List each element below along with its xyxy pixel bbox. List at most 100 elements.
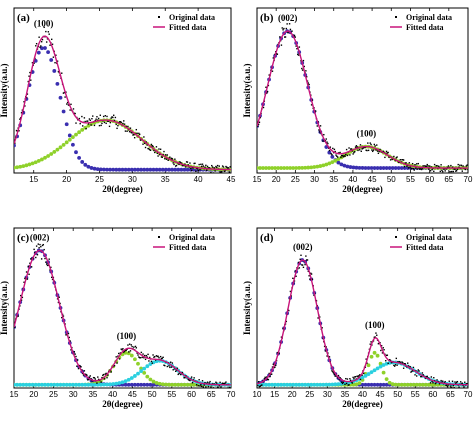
component-3-point bbox=[282, 382, 287, 387]
component-2-point bbox=[414, 382, 419, 387]
original-data-point bbox=[120, 121, 122, 124]
component-1-point bbox=[83, 162, 88, 167]
component-3-point bbox=[285, 382, 290, 387]
original-data-point bbox=[138, 356, 141, 359]
original-data-point bbox=[62, 315, 65, 317]
original-data-point bbox=[339, 151, 341, 154]
original-data-point bbox=[336, 156, 339, 158]
original-data-point bbox=[51, 43, 54, 45]
component-3-point bbox=[126, 377, 131, 382]
original-data-point bbox=[94, 378, 96, 380]
original-data-point bbox=[353, 151, 355, 154]
original-data-point bbox=[139, 139, 142, 141]
original-data-point bbox=[135, 347, 138, 349]
component-2-point bbox=[321, 163, 326, 168]
component-1-point bbox=[167, 167, 171, 172]
component-1-point bbox=[148, 382, 153, 387]
original-data-point bbox=[341, 154, 344, 157]
component-2-point bbox=[417, 382, 422, 387]
original-data-point bbox=[130, 344, 132, 346]
original-data-point bbox=[214, 170, 216, 172]
x-tick-label: 65 bbox=[207, 390, 216, 399]
original-data-point bbox=[269, 375, 271, 378]
component-3-point bbox=[46, 382, 50, 387]
x-axis-title: 2θ(degree) bbox=[342, 184, 383, 194]
x-tick-label: 45 bbox=[227, 175, 236, 184]
component-2-point bbox=[157, 381, 162, 386]
original-data-point bbox=[206, 169, 208, 171]
x-tick-label: 35 bbox=[340, 390, 349, 399]
original-data-point bbox=[257, 123, 260, 126]
original-data-point bbox=[179, 161, 181, 163]
original-data-point bbox=[422, 165, 424, 167]
original-data-point bbox=[77, 367, 80, 370]
component-2-point bbox=[294, 166, 299, 170]
original-data-point bbox=[429, 170, 432, 172]
original-data-point bbox=[154, 359, 157, 361]
original-data-point bbox=[24, 277, 26, 280]
original-data-point bbox=[89, 375, 91, 377]
original-data-point bbox=[51, 38, 53, 41]
legend-original-label: Original data bbox=[406, 233, 452, 242]
original-data-point bbox=[332, 147, 334, 150]
original-data-point bbox=[456, 380, 459, 383]
original-data-point bbox=[113, 114, 115, 116]
original-data-point bbox=[257, 381, 260, 383]
original-data-point bbox=[261, 384, 263, 386]
original-data-point bbox=[204, 166, 206, 168]
original-data-point bbox=[367, 142, 369, 144]
original-data-point bbox=[343, 155, 345, 157]
component-1-point bbox=[339, 162, 344, 167]
x-tick-label: 45 bbox=[368, 175, 377, 184]
component-3-point bbox=[288, 382, 293, 387]
original-data-point bbox=[430, 376, 433, 378]
component-1-point bbox=[133, 167, 137, 172]
original-data-point bbox=[407, 362, 409, 364]
original-data-point bbox=[106, 377, 108, 379]
component-1-point bbox=[136, 167, 140, 172]
original-data-point bbox=[56, 298, 59, 300]
component-1-point bbox=[366, 382, 371, 387]
original-data-point bbox=[389, 358, 391, 361]
component-1-point bbox=[123, 167, 128, 172]
original-data-point bbox=[127, 125, 129, 128]
original-data-point bbox=[20, 299, 23, 301]
original-data-point bbox=[220, 171, 222, 173]
component-1-point bbox=[129, 167, 134, 172]
original-data-point bbox=[161, 156, 163, 158]
original-data-point bbox=[272, 363, 274, 365]
legend-fitted-label: Fitted data bbox=[406, 243, 444, 252]
original-data-point bbox=[45, 263, 48, 265]
component-2-point bbox=[282, 166, 287, 170]
original-data-point bbox=[301, 264, 304, 266]
original-data-point bbox=[85, 127, 87, 130]
original-data-point bbox=[85, 373, 87, 376]
component-2-point bbox=[309, 165, 314, 170]
panel-label: (a) bbox=[17, 12, 30, 24]
component-3-point bbox=[77, 382, 81, 387]
original-data-point bbox=[120, 348, 122, 350]
original-data-point bbox=[207, 385, 210, 388]
original-data-point bbox=[354, 376, 357, 378]
component-2-point bbox=[21, 164, 26, 168]
original-data-point bbox=[63, 91, 65, 94]
component-1-point bbox=[136, 382, 140, 387]
component-1-point bbox=[36, 50, 41, 55]
original-data-point bbox=[317, 317, 319, 319]
component-1-point bbox=[160, 167, 165, 172]
original-data-point bbox=[425, 376, 428, 378]
x-tick-label: 45 bbox=[376, 390, 385, 399]
original-data-point bbox=[341, 381, 343, 383]
original-data-point bbox=[300, 254, 302, 256]
original-data-point bbox=[357, 376, 359, 378]
original-data-point bbox=[303, 65, 305, 68]
component-1-point bbox=[139, 382, 144, 387]
original-data-point bbox=[441, 169, 443, 172]
original-data-point bbox=[228, 171, 231, 173]
original-data-point bbox=[93, 124, 96, 127]
original-data-point bbox=[129, 350, 132, 352]
original-data-point bbox=[149, 149, 152, 151]
original-data-point bbox=[263, 378, 266, 380]
component-1-point bbox=[164, 167, 168, 172]
original-data-point bbox=[75, 122, 77, 124]
